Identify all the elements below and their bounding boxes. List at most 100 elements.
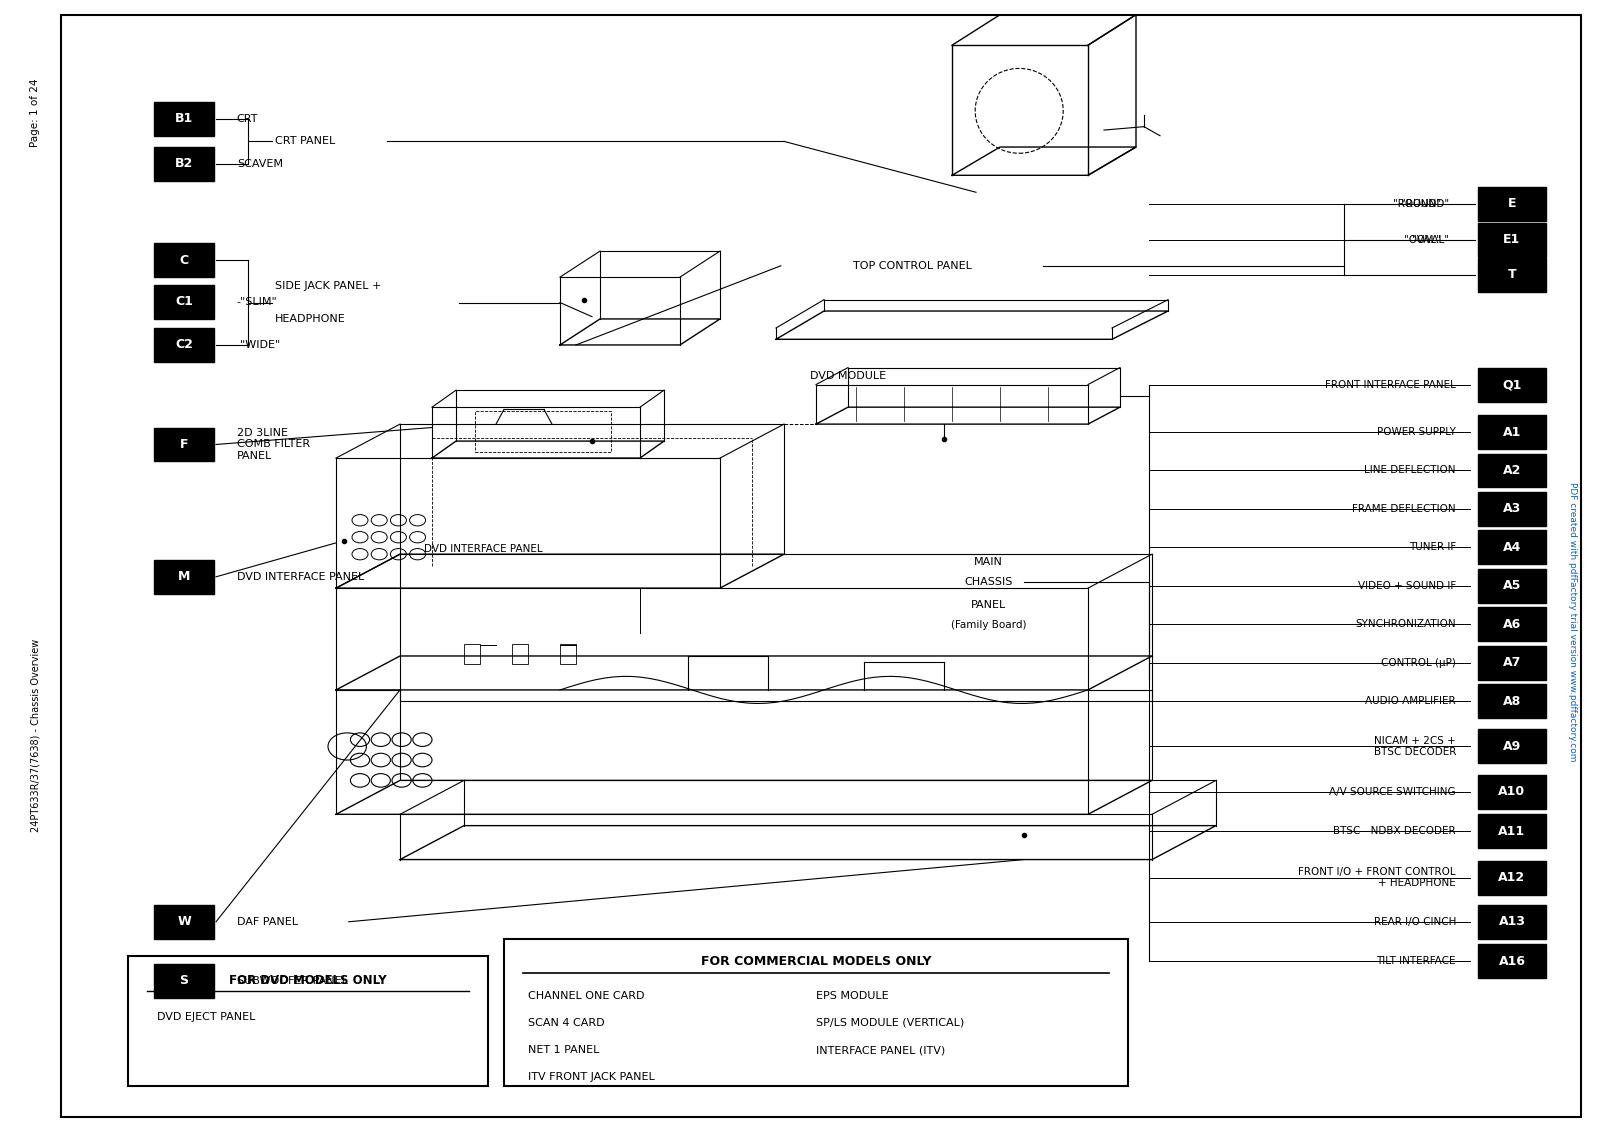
- Text: SCAVEM: SCAVEM: [237, 159, 283, 169]
- Bar: [1478, 861, 1546, 895]
- Text: Page: 1 of 24: Page: 1 of 24: [30, 79, 40, 147]
- Text: NET 1 PANEL: NET 1 PANEL: [528, 1045, 600, 1055]
- Bar: [154, 560, 214, 594]
- Bar: [1478, 368, 1546, 402]
- Bar: [1478, 775, 1546, 809]
- Text: DVD MODULE: DVD MODULE: [810, 371, 886, 381]
- Bar: [154, 147, 214, 181]
- Text: POWER SUPPLY: POWER SUPPLY: [1378, 428, 1456, 437]
- Text: A11: A11: [1499, 824, 1525, 838]
- Text: SYNCHRONIZATION: SYNCHRONIZATION: [1355, 620, 1456, 629]
- Text: A5: A5: [1502, 579, 1522, 593]
- Text: NICAM + 2CS +
BTSC DECODER: NICAM + 2CS + BTSC DECODER: [1374, 735, 1456, 758]
- Bar: [1478, 905, 1546, 939]
- Bar: [1478, 454, 1546, 487]
- Text: PANEL: PANEL: [971, 601, 1006, 610]
- Bar: [154, 428, 214, 461]
- Text: AUDIO AMPLIFIER: AUDIO AMPLIFIER: [1365, 697, 1456, 706]
- Text: A13: A13: [1499, 915, 1525, 929]
- Bar: [1478, 646, 1546, 680]
- Text: CRT: CRT: [237, 114, 258, 123]
- Text: "OVAL" -: "OVAL" -: [1405, 235, 1448, 244]
- Text: B2: B2: [174, 157, 194, 171]
- Text: VIDEO + SOUND IF: VIDEO + SOUND IF: [1358, 581, 1456, 590]
- Text: A3: A3: [1502, 502, 1522, 516]
- Bar: [1478, 492, 1546, 526]
- Bar: [512, 644, 528, 664]
- Bar: [1478, 607, 1546, 641]
- Bar: [1478, 530, 1546, 564]
- Bar: [1478, 187, 1546, 221]
- Text: W: W: [178, 915, 190, 929]
- Text: TILT INTERFACE: TILT INTERFACE: [1376, 957, 1456, 966]
- Text: PDF created with pdfFactory trial version www.pdffactory.com: PDF created with pdfFactory trial versio…: [1568, 482, 1578, 762]
- Text: B1: B1: [174, 112, 194, 126]
- Text: "ROUND" -: "ROUND" -: [1394, 199, 1448, 208]
- Text: CONTROL (μP): CONTROL (μP): [1381, 658, 1456, 667]
- Text: DAF PANEL: DAF PANEL: [237, 917, 298, 926]
- Text: T: T: [1507, 268, 1517, 282]
- Text: A8: A8: [1502, 694, 1522, 708]
- Text: C2: C2: [174, 338, 194, 352]
- Bar: [128, 956, 488, 1086]
- Text: Q1: Q1: [1502, 378, 1522, 391]
- Bar: [1478, 729, 1546, 763]
- Bar: [154, 964, 214, 998]
- Text: DVD EJECT PANEL: DVD EJECT PANEL: [157, 1012, 254, 1022]
- Text: A12: A12: [1499, 871, 1525, 884]
- Text: A9: A9: [1502, 740, 1522, 753]
- Text: SIDE JACK PANEL +: SIDE JACK PANEL +: [275, 282, 381, 292]
- Text: "OVAL" -: "OVAL" -: [1413, 235, 1456, 244]
- Bar: [154, 285, 214, 319]
- Text: A/V SOURCE SWITCHING: A/V SOURCE SWITCHING: [1330, 787, 1456, 796]
- Text: (Family Board): (Family Board): [950, 621, 1027, 630]
- Bar: [154, 102, 214, 136]
- Text: S: S: [179, 974, 189, 987]
- Text: MAIN: MAIN: [974, 558, 1003, 567]
- Text: 24PT633R/37(7638) - Chassis Overview: 24PT633R/37(7638) - Chassis Overview: [30, 639, 40, 831]
- Text: "ROUND" -: "ROUND" -: [1402, 199, 1456, 208]
- Text: A10: A10: [1499, 785, 1525, 798]
- Text: SUBWOOFER PANEL: SUBWOOFER PANEL: [237, 976, 347, 985]
- Bar: [504, 939, 1128, 1086]
- Text: FOR DVD MODELS ONLY: FOR DVD MODELS ONLY: [229, 974, 387, 986]
- Text: SCAN 4 CARD: SCAN 4 CARD: [528, 1018, 605, 1028]
- Text: -"SLIM": -"SLIM": [237, 297, 277, 307]
- Bar: [1478, 258, 1546, 292]
- Text: TUNER IF: TUNER IF: [1408, 543, 1456, 552]
- Text: REAR I/O CINCH: REAR I/O CINCH: [1374, 917, 1456, 926]
- Text: F: F: [179, 438, 189, 451]
- Text: CHANNEL ONE CARD: CHANNEL ONE CARD: [528, 991, 645, 1001]
- Text: A1: A1: [1502, 425, 1522, 439]
- Text: A6: A6: [1502, 618, 1522, 631]
- Text: A4: A4: [1502, 541, 1522, 554]
- Text: E: E: [1507, 197, 1517, 210]
- Text: -"WIDE": -"WIDE": [237, 340, 282, 349]
- Bar: [1478, 223, 1546, 257]
- Text: FOR COMMERCIAL MODELS ONLY: FOR COMMERCIAL MODELS ONLY: [701, 955, 931, 967]
- Bar: [1478, 944, 1546, 978]
- Text: E1: E1: [1504, 233, 1520, 247]
- Text: A16: A16: [1499, 955, 1525, 968]
- Text: BTSC - NDBX DECODER: BTSC - NDBX DECODER: [1333, 827, 1456, 836]
- Bar: [1478, 415, 1546, 449]
- Text: CRT PANEL: CRT PANEL: [275, 137, 336, 146]
- Text: 2D 3LINE
COMB FILTER
PANEL: 2D 3LINE COMB FILTER PANEL: [237, 428, 310, 461]
- Text: A2: A2: [1502, 464, 1522, 477]
- Text: CHASSIS: CHASSIS: [965, 578, 1013, 587]
- Text: DVD INTERFACE PANEL: DVD INTERFACE PANEL: [237, 572, 365, 581]
- Text: FRONT INTERFACE PANEL: FRONT INTERFACE PANEL: [1325, 380, 1456, 389]
- Text: FRONT I/O + FRONT CONTROL
+ HEADPHONE: FRONT I/O + FRONT CONTROL + HEADPHONE: [1298, 866, 1456, 889]
- Text: C: C: [179, 253, 189, 267]
- Text: HEADPHONE: HEADPHONE: [275, 314, 346, 323]
- Text: M: M: [178, 570, 190, 584]
- Text: C1: C1: [174, 295, 194, 309]
- Bar: [1478, 684, 1546, 718]
- Bar: [1478, 569, 1546, 603]
- Bar: [464, 644, 480, 664]
- Text: SP/LS MODULE (VERTICAL): SP/LS MODULE (VERTICAL): [816, 1018, 965, 1028]
- Text: A7: A7: [1502, 656, 1522, 670]
- Bar: [1478, 814, 1546, 848]
- Text: ITV FRONT JACK PANEL: ITV FRONT JACK PANEL: [528, 1072, 654, 1082]
- Text: DVD INTERFACE PANEL: DVD INTERFACE PANEL: [424, 544, 542, 554]
